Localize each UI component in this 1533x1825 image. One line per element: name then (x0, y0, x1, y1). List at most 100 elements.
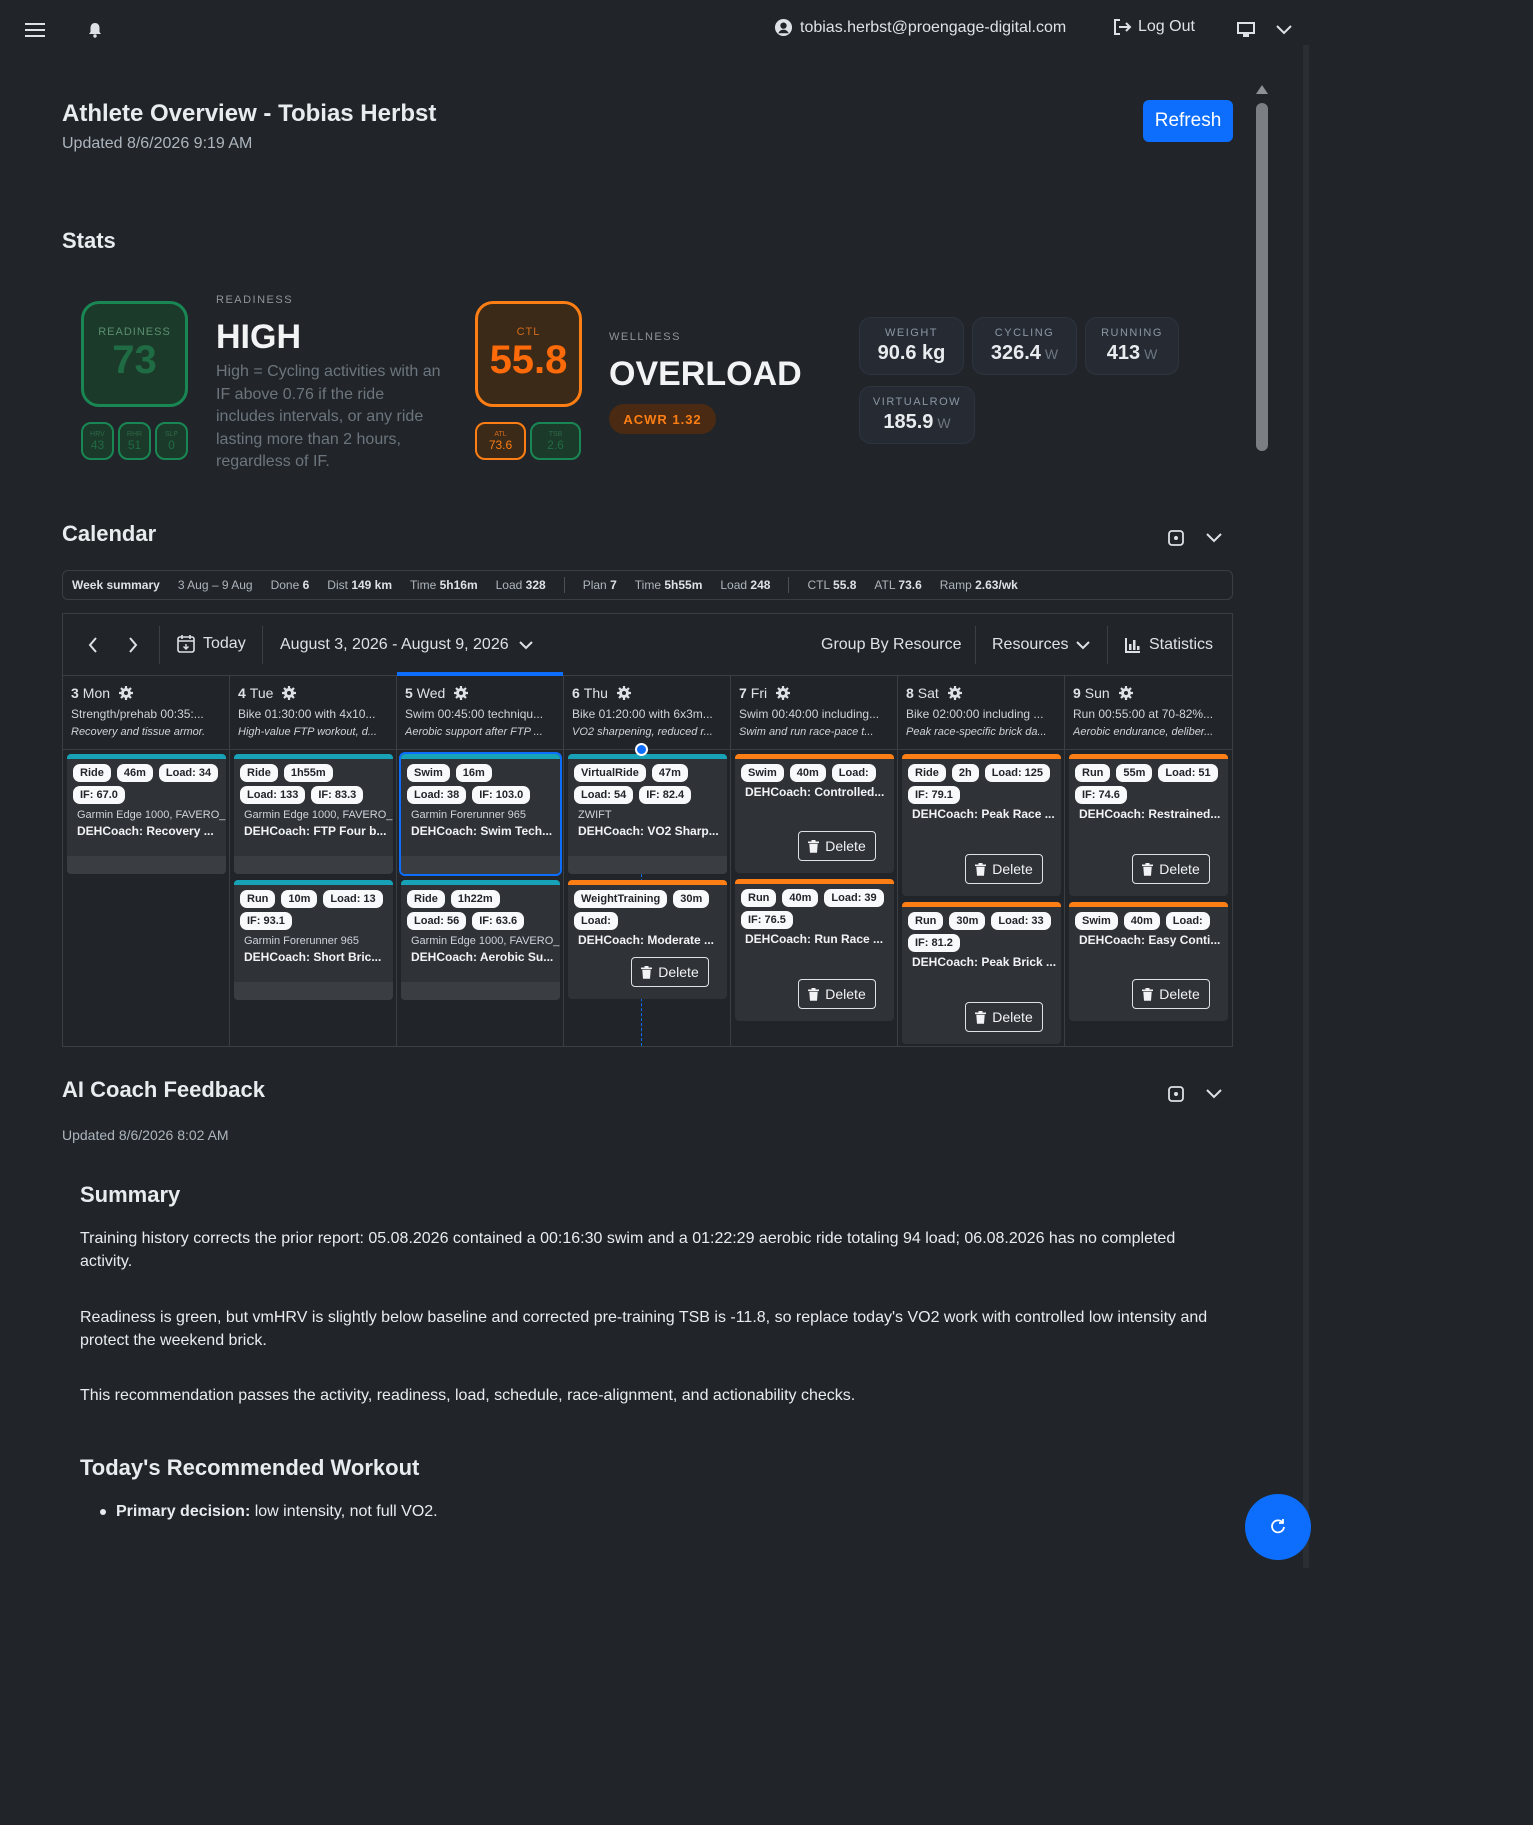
delete-button[interactable]: Delete (965, 854, 1043, 884)
day-note: Aerobic endurance, deliber... (1073, 726, 1214, 738)
workout-card[interactable]: Ride 2h Load: 125 IF: 79.1 DEHCoach: Peak Ra… (902, 754, 1061, 896)
user-account[interactable]: tobias.herbst@proengage-digital.com (774, 18, 1066, 37)
delete-button[interactable]: Delete (1132, 854, 1210, 884)
delete-button[interactable]: Delete (798, 831, 876, 861)
workout-card[interactable]: Swim 40m Load: DEHCoach: Controlled... Delet… (735, 754, 894, 873)
workout-tag: Swim (1075, 912, 1118, 930)
trash-icon (808, 839, 820, 853)
workout-tag: 40m (789, 764, 826, 782)
day-header[interactable]: 8 Sat Bike 02:00:00 including ... Peak race… (898, 676, 1064, 750)
workout-tag: IF: 81.2 (908, 934, 960, 952)
day-note: VO2 sharpening, reduced r... (572, 726, 713, 738)
workout-card[interactable]: Ride 1h22m Load: 56 IF: 63.6 Garmin Edge 100… (401, 880, 560, 1000)
collapse-chevron-icon[interactable] (1204, 528, 1224, 548)
gear-icon[interactable] (282, 686, 297, 700)
statistics-button[interactable]: Statistics (1125, 636, 1213, 654)
group-by-resource-button[interactable]: Group By Resource (821, 636, 962, 653)
gear-icon[interactable] (616, 686, 631, 700)
summary-paragraph-1: Training history corrects the prior repo… (80, 1230, 1176, 1270)
workout-tag: 10m (281, 890, 318, 908)
day-header[interactable]: 4 Tue Bike 01:30:00 with 4x10... High-value… (230, 676, 396, 750)
gear-icon[interactable] (1118, 686, 1133, 700)
workout-card[interactable]: Ride 46m Load: 34 IF: 67.0 Garmin Edge 1000,… (67, 754, 226, 874)
workout-heading: Today's Recommended Workout (80, 1455, 420, 1480)
workout-tag: Load: (574, 912, 618, 930)
hamburger-menu-icon[interactable] (24, 20, 46, 40)
day-column: 6 Thu Bike 01:20:00 with 6x3m... VO2 sharpe… (564, 676, 731, 1046)
workout-tag: Ride (407, 890, 445, 908)
current-time-dot (635, 743, 648, 756)
workout-tag: 1h55m (283, 764, 333, 782)
logout-button[interactable]: Log Out (1112, 18, 1195, 36)
tsb-mini: TSB 2.6 (530, 422, 581, 460)
hrv-mini: HRV 43 (81, 422, 114, 460)
workout-card[interactable]: VirtualRide 47m Load: 54 IF: 82.4 ZWIFT DEHCo… (568, 754, 727, 874)
workout-tag: Load: 125 (984, 764, 1051, 782)
day-header[interactable]: 9 Sun Run 00:55:00 at 70-82%... Aerobic end… (1065, 676, 1232, 750)
readiness-value: HIGH (216, 318, 301, 356)
expand-window-icon[interactable] (1166, 1084, 1186, 1104)
day-column: 5 Wed Swim 00:45:00 techniqu... Aerobic sup… (397, 672, 564, 1046)
today-button[interactable]: Today (177, 634, 246, 653)
workout-tag: Load: 13 (323, 890, 383, 908)
day-plan: Bike 01:20:00 with 6x3m... (572, 707, 713, 721)
day-header[interactable]: 7 Fri Swim 00:40:00 including... Swim and r… (731, 676, 897, 750)
refresh-button[interactable]: Refresh (1143, 100, 1233, 142)
workout-name: DEHCoach: Swim Tech... (411, 824, 553, 838)
workout-tag: Run (240, 890, 276, 908)
expand-window-icon[interactable] (1166, 528, 1186, 548)
workout-tag: IF: 74.6 (1075, 786, 1127, 804)
chevron-down-icon[interactable] (1274, 20, 1294, 40)
bell-icon[interactable] (86, 20, 104, 40)
resources-dropdown[interactable]: Resources (992, 636, 1091, 654)
workout-tag: Run (1075, 764, 1111, 782)
scrollbar-thumb[interactable] (1256, 103, 1268, 451)
monitor-icon[interactable] (1235, 20, 1257, 40)
workout-card[interactable]: Run 40m Load: 39 IF: 76.5 DEHCoach: Run Race… (735, 879, 894, 1021)
day-header[interactable]: 6 Thu Bike 01:20:00 with 6x3m... VO2 sharpe… (564, 676, 730, 750)
workout-tag: 47m (651, 764, 688, 782)
gear-icon[interactable] (119, 686, 134, 700)
atl-mini: ATL 73.6 (475, 422, 526, 460)
device-name: Garmin Forerunner 965 (411, 809, 526, 821)
gear-icon[interactable] (947, 686, 962, 700)
prev-week-icon[interactable] (85, 636, 101, 654)
workout-tag: IF: 63.6 (472, 912, 525, 930)
updated-timestamp: Updated 8/6/2026 9:19 AM (62, 135, 253, 152)
workout-card[interactable]: Swim 40m Load: DEHCoach: Easy Conti... Delet… (1069, 902, 1228, 1021)
workout-name: DEHCoach: Peak Race ... (912, 807, 1055, 821)
delete-button[interactable]: Delete (965, 1002, 1043, 1032)
gear-icon[interactable] (454, 686, 469, 700)
day-note: Recovery and tissue armor. (71, 726, 206, 738)
day-header[interactable]: 3 Mon Strength/prehab 00:35:... Recovery an… (63, 676, 229, 750)
workout-card[interactable]: Run 55m Load: 51 IF: 74.6 DEHCoach: Restrain… (1069, 754, 1228, 896)
day-header[interactable]: 5 Wed Swim 00:45:00 techniqu... Aerobic sup… (397, 676, 563, 750)
workout-tag: Load: 38 (407, 786, 467, 804)
day-plan: Strength/prehab 00:35:... (71, 707, 204, 721)
wellness-label: WELLNESS (609, 331, 681, 343)
workout-card[interactable]: Run 30m Load: 33 IF: 81.2 DEHCoach: Peak Bri… (902, 902, 1061, 1044)
next-week-icon[interactable] (125, 636, 141, 654)
collapse-chevron-icon[interactable] (1204, 1084, 1224, 1104)
workout-card[interactable]: WeightTraining 30m Load: DEHCoach: Moderate… (568, 880, 727, 999)
delete-button[interactable]: Delete (631, 957, 709, 987)
metric-weight: WEIGHT 90.6 kg (859, 317, 964, 375)
workout-card[interactable]: Ride 1h55m Load: 133 IF: 83.3 Garmin Edge 10… (234, 754, 393, 874)
workout-card[interactable]: Run 10m Load: 13 IF: 93.1 Garmin Forerunner … (234, 880, 393, 1000)
workout-name: DEHCoach: Moderate ... (578, 933, 715, 947)
day-note: Peak race-specific brick da... (906, 726, 1047, 738)
delete-button[interactable]: Delete (798, 979, 876, 1009)
workout-tag: IF: 76.5 (741, 911, 793, 929)
device-name: Garmin Forerunner 965 (244, 935, 359, 947)
date-range-dropdown[interactable]: August 3, 2026 - August 9, 2026 (280, 636, 533, 654)
rhr-mini: RHR 51 (118, 422, 151, 460)
device-name: Garmin Edge 1000, FAVERO_ (411, 935, 560, 947)
ctl-ring-label: CTL (516, 326, 541, 338)
delete-button[interactable]: Delete (1132, 979, 1210, 1009)
day-plan: Bike 01:30:00 with 4x10... (238, 707, 376, 721)
scroll-up-arrow[interactable] (1256, 85, 1268, 94)
chat-fab-button[interactable] (1245, 1494, 1311, 1560)
workout-card[interactable]: Swim 16m Load: 38 IF: 103.0 Garmin Forerunne… (399, 752, 562, 876)
workout-name: DEHCoach: Restrained... (1079, 807, 1221, 821)
gear-icon[interactable] (776, 686, 791, 700)
